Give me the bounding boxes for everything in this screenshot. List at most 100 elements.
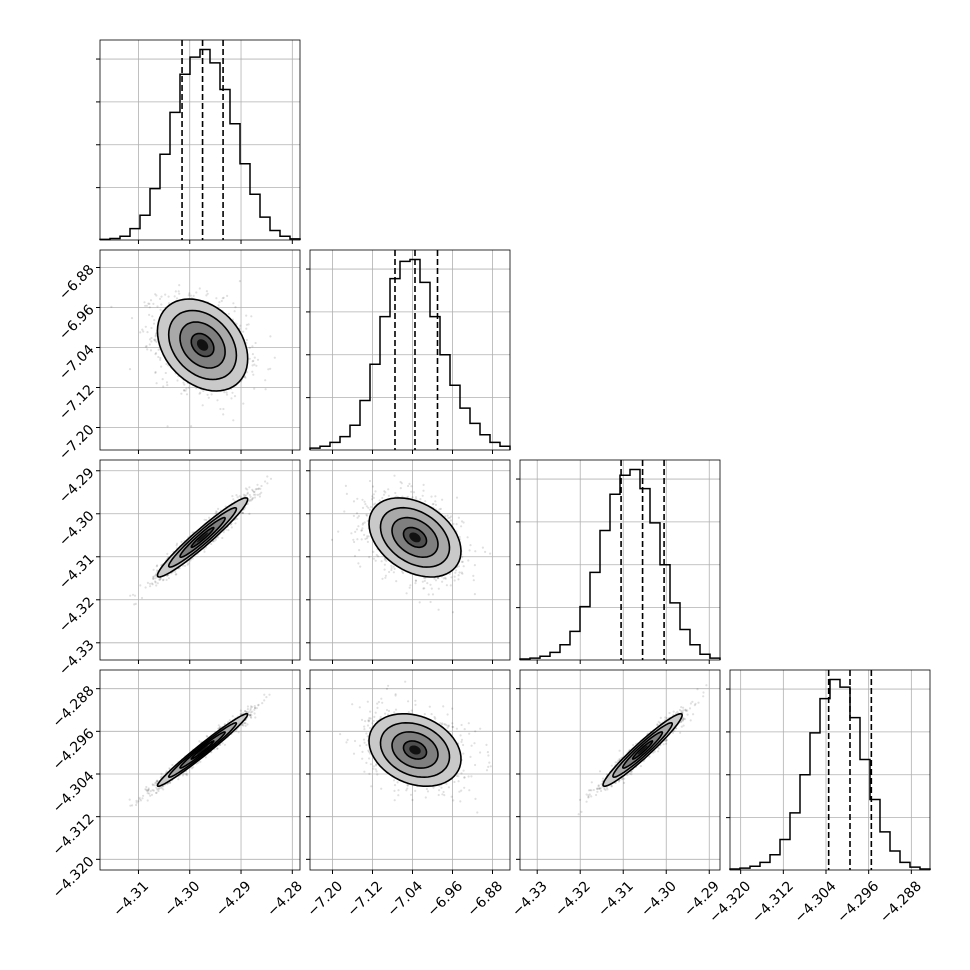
sample-point bbox=[387, 713, 390, 716]
sample-point bbox=[254, 706, 257, 710]
sample-point bbox=[407, 711, 410, 714]
sample-point bbox=[468, 549, 471, 552]
histogram-panel-0 bbox=[96, 39, 301, 244]
contour-3 bbox=[156, 497, 249, 578]
sample-point bbox=[462, 743, 465, 747]
sample-point bbox=[244, 724, 247, 728]
contour-1 bbox=[179, 516, 226, 558]
sample-point bbox=[361, 498, 364, 501]
sample-point bbox=[169, 781, 172, 784]
sample-point bbox=[227, 312, 230, 315]
sample-point bbox=[166, 425, 169, 428]
sample-point bbox=[231, 391, 234, 394]
sample-point bbox=[168, 781, 171, 784]
sample-point bbox=[434, 579, 438, 582]
sample-point bbox=[383, 568, 386, 571]
density-core bbox=[196, 339, 209, 351]
sample-point bbox=[210, 751, 213, 754]
sample-point bbox=[162, 385, 165, 388]
sample-point bbox=[410, 709, 413, 712]
sample-point bbox=[376, 702, 379, 705]
sample-point bbox=[217, 724, 220, 727]
sample-point bbox=[248, 346, 251, 349]
sample-point bbox=[355, 528, 359, 531]
sample-point bbox=[137, 800, 140, 803]
sample-point bbox=[258, 493, 261, 496]
sample-point bbox=[617, 780, 621, 783]
sample-point bbox=[373, 715, 376, 719]
sample-point bbox=[201, 404, 204, 407]
sample-point bbox=[154, 580, 157, 583]
sample-point bbox=[393, 799, 396, 802]
sample-point bbox=[221, 297, 224, 300]
sample-point bbox=[394, 693, 397, 696]
sample-point bbox=[206, 292, 209, 295]
sample-point bbox=[394, 694, 397, 697]
sample-point bbox=[246, 488, 249, 491]
sample-point bbox=[467, 559, 470, 562]
sample-point bbox=[162, 788, 165, 791]
sample-point bbox=[215, 297, 218, 300]
sample-point bbox=[219, 407, 222, 411]
sample-point bbox=[665, 738, 669, 742]
sample-point bbox=[380, 560, 383, 563]
scatter-panel-0-2 bbox=[96, 459, 301, 664]
sample-point bbox=[374, 490, 377, 493]
sample-point bbox=[223, 723, 226, 726]
sample-point bbox=[659, 716, 662, 720]
x-tick-label-3-2: −4.304 bbox=[792, 878, 840, 926]
sample-point bbox=[242, 722, 245, 725]
sample-point bbox=[453, 575, 456, 578]
sample-point bbox=[357, 515, 360, 518]
sample-point bbox=[358, 549, 361, 552]
sample-point bbox=[577, 813, 580, 816]
sample-point bbox=[368, 556, 371, 559]
sample-point bbox=[590, 781, 593, 784]
contour-2 bbox=[612, 721, 673, 779]
sample-point bbox=[150, 326, 153, 330]
contour-3 bbox=[156, 712, 249, 788]
sample-point bbox=[225, 528, 228, 531]
sample-point bbox=[590, 789, 593, 792]
sample-point bbox=[215, 511, 218, 514]
sample-point bbox=[246, 708, 249, 711]
sample-point bbox=[433, 577, 436, 580]
sample-point bbox=[488, 761, 491, 764]
sample-point bbox=[253, 356, 256, 359]
sample-point bbox=[365, 514, 369, 517]
y-tick-label-1-0: −7.20 bbox=[56, 422, 98, 464]
sample-point bbox=[419, 498, 422, 501]
sample-point bbox=[133, 594, 137, 597]
sample-point bbox=[351, 703, 354, 706]
sample-point bbox=[414, 579, 417, 582]
sample-point bbox=[343, 510, 346, 513]
x-tick-label-0-2: −4.29 bbox=[213, 878, 255, 920]
sample-point bbox=[139, 799, 143, 802]
sample-point bbox=[222, 407, 225, 411]
sample-point bbox=[473, 593, 476, 596]
sample-point bbox=[164, 371, 167, 375]
contour-2 bbox=[379, 506, 451, 568]
sample-point bbox=[173, 295, 176, 298]
sample-point bbox=[219, 725, 222, 729]
sample-point bbox=[155, 786, 158, 789]
sample-point bbox=[460, 789, 463, 792]
sample-point bbox=[453, 780, 456, 784]
sample-point bbox=[618, 757, 621, 761]
sample-point bbox=[431, 593, 435, 596]
sample-point bbox=[383, 563, 386, 566]
histogram-0 bbox=[99, 48, 301, 241]
density-core bbox=[637, 745, 648, 755]
sample-point bbox=[406, 783, 409, 787]
sample-point bbox=[442, 577, 445, 580]
sample-point bbox=[144, 788, 147, 791]
sample-point bbox=[155, 779, 158, 783]
panel-frame-0-0 bbox=[99, 39, 301, 241]
sample-point bbox=[255, 364, 258, 367]
sample-point bbox=[460, 772, 463, 775]
sample-point bbox=[263, 693, 266, 696]
sample-point bbox=[160, 772, 163, 776]
sample-point bbox=[210, 393, 213, 396]
sample-point bbox=[168, 767, 171, 770]
sample-point bbox=[235, 494, 238, 497]
